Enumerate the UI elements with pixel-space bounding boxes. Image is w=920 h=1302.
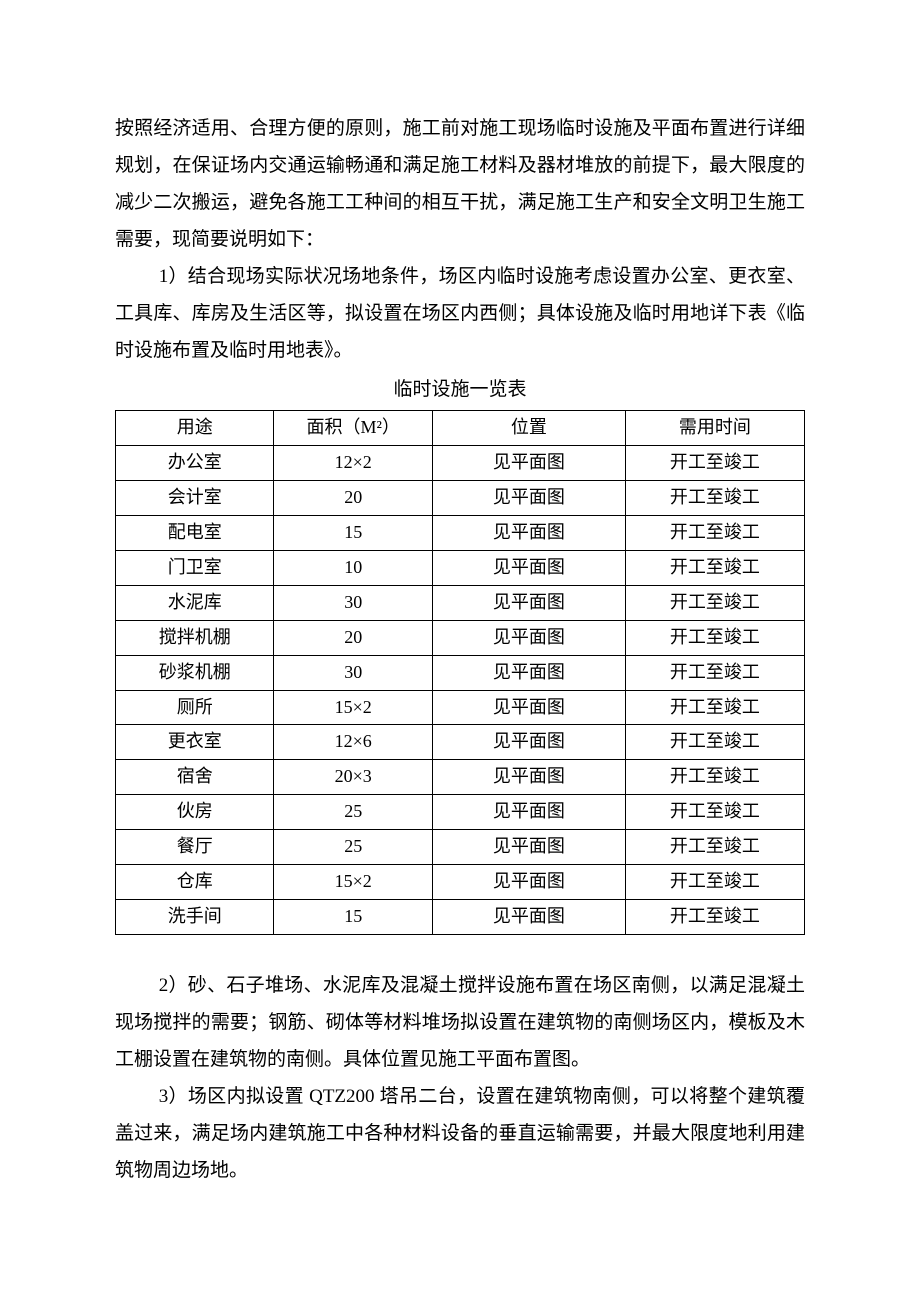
intro-paragraph-1: 按照经济适用、合理方便的原则，施工前对施工现场临时设施及平面布置进行详细规划，在…	[115, 110, 805, 258]
cell-area: 20	[274, 481, 432, 516]
cell-use: 厕所	[116, 690, 274, 725]
cell-area: 30	[274, 585, 432, 620]
cell-use: 砂浆机棚	[116, 655, 274, 690]
cell-area: 15×2	[274, 864, 432, 899]
cell-position: 见平面图	[432, 620, 625, 655]
cell-position: 见平面图	[432, 550, 625, 585]
header-area: 面积（M²）	[274, 411, 432, 446]
cell-area: 12×6	[274, 725, 432, 760]
intro-paragraph-2: 1）结合现场实际状况场地条件，场区内临时设施考虑设置办公室、更衣室、工具库、库房…	[115, 258, 805, 369]
table-row: 水泥库30见平面图开工至竣工	[116, 585, 805, 620]
cell-time: 开工至竣工	[625, 725, 804, 760]
table-row: 更衣室12×6见平面图开工至竣工	[116, 725, 805, 760]
table-row: 会计室20见平面图开工至竣工	[116, 481, 805, 516]
table-title: 临时设施一览表	[115, 371, 805, 408]
cell-area: 15	[274, 899, 432, 934]
table-row: 砂浆机棚30见平面图开工至竣工	[116, 655, 805, 690]
cell-position: 见平面图	[432, 585, 625, 620]
cell-use: 伙房	[116, 795, 274, 830]
cell-time: 开工至竣工	[625, 899, 804, 934]
table-row: 厕所15×2见平面图开工至竣工	[116, 690, 805, 725]
cell-position: 见平面图	[432, 690, 625, 725]
cell-time: 开工至竣工	[625, 760, 804, 795]
cell-use: 会计室	[116, 481, 274, 516]
cell-position: 见平面图	[432, 830, 625, 865]
cell-use: 办公室	[116, 446, 274, 481]
table-row: 搅拌机棚20见平面图开工至竣工	[116, 620, 805, 655]
table-row: 洗手间15见平面图开工至竣工	[116, 899, 805, 934]
table-row: 餐厅25见平面图开工至竣工	[116, 830, 805, 865]
header-time: 需用时间	[625, 411, 804, 446]
cell-time: 开工至竣工	[625, 830, 804, 865]
cell-use: 门卫室	[116, 550, 274, 585]
cell-position: 见平面图	[432, 760, 625, 795]
cell-position: 见平面图	[432, 725, 625, 760]
header-position: 位置	[432, 411, 625, 446]
table-row: 配电室15见平面图开工至竣工	[116, 516, 805, 551]
table-header-row: 用途 面积（M²） 位置 需用时间	[116, 411, 805, 446]
cell-time: 开工至竣工	[625, 516, 804, 551]
cell-use: 仓库	[116, 864, 274, 899]
table-row: 宿舍20×3见平面图开工至竣工	[116, 760, 805, 795]
cell-position: 见平面图	[432, 481, 625, 516]
after-paragraph-3: 3）场区内拟设置 QTZ200 塔吊二台，设置在建筑物南侧，可以将整个建筑覆盖过…	[115, 1078, 805, 1189]
cell-time: 开工至竣工	[625, 655, 804, 690]
table-row: 伙房25见平面图开工至竣工	[116, 795, 805, 830]
header-use: 用途	[116, 411, 274, 446]
cell-position: 见平面图	[432, 899, 625, 934]
cell-area: 20	[274, 620, 432, 655]
cell-time: 开工至竣工	[625, 620, 804, 655]
cell-area: 25	[274, 830, 432, 865]
cell-area: 25	[274, 795, 432, 830]
cell-position: 见平面图	[432, 795, 625, 830]
cell-time: 开工至竣工	[625, 481, 804, 516]
cell-use: 宿舍	[116, 760, 274, 795]
cell-use: 更衣室	[116, 725, 274, 760]
facilities-table: 用途 面积（M²） 位置 需用时间 办公室12×2见平面图开工至竣工会计室20见…	[115, 410, 805, 934]
cell-position: 见平面图	[432, 446, 625, 481]
cell-time: 开工至竣工	[625, 550, 804, 585]
cell-use: 配电室	[116, 516, 274, 551]
cell-area: 30	[274, 655, 432, 690]
table-row: 门卫室10见平面图开工至竣工	[116, 550, 805, 585]
cell-position: 见平面图	[432, 516, 625, 551]
cell-area: 20×3	[274, 760, 432, 795]
cell-position: 见平面图	[432, 864, 625, 899]
cell-time: 开工至竣工	[625, 795, 804, 830]
cell-time: 开工至竣工	[625, 690, 804, 725]
cell-use: 水泥库	[116, 585, 274, 620]
table-row: 仓库15×2见平面图开工至竣工	[116, 864, 805, 899]
cell-use: 洗手间	[116, 899, 274, 934]
cell-area: 15×2	[274, 690, 432, 725]
cell-area: 15	[274, 516, 432, 551]
cell-time: 开工至竣工	[625, 585, 804, 620]
table-row: 办公室12×2见平面图开工至竣工	[116, 446, 805, 481]
cell-area: 10	[274, 550, 432, 585]
cell-time: 开工至竣工	[625, 446, 804, 481]
cell-area: 12×2	[274, 446, 432, 481]
cell-use: 搅拌机棚	[116, 620, 274, 655]
cell-position: 见平面图	[432, 655, 625, 690]
cell-time: 开工至竣工	[625, 864, 804, 899]
cell-use: 餐厅	[116, 830, 274, 865]
after-paragraph-2: 2）砂、石子堆场、水泥库及混凝土搅拌设施布置在场区南侧，以满足混凝土现场搅拌的需…	[115, 967, 805, 1078]
